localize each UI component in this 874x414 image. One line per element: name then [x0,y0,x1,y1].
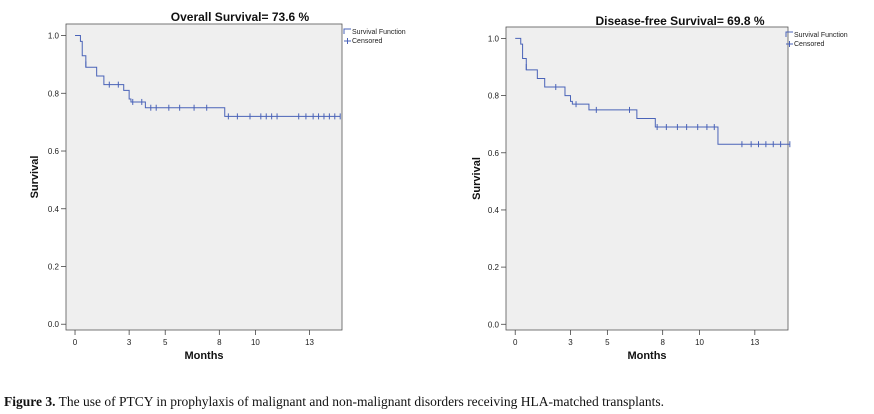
y-tick-label: 0.0 [48,320,60,329]
x-tick-label: 5 [163,338,168,347]
x-tick-label: 13 [305,338,314,347]
x-tick-label: 3 [568,338,573,347]
y-tick-label: 0.0 [488,320,500,329]
x-tick-label: 10 [695,338,704,347]
plot-area [505,26,789,331]
x-tick-label: 10 [251,338,260,347]
survival-function-line [75,35,341,117]
x-tick-label: 0 [73,338,78,347]
survival-charts: Overall Survival= 73.6 % 0.0 0.2 0.4 0.6 0.8 1… [29,10,848,362]
x-tick-label: 3 [127,338,132,347]
x-tick-label: 0 [513,338,518,347]
x-tick-label: 5 [605,338,610,347]
chart-title: Overall Survival= 73.6 % [171,10,310,24]
y-tick-label: 0.2 [48,262,60,271]
figure-label: Figure 3. [4,394,56,409]
y-axis-label: Survival [29,156,41,199]
x-axis-label: Months [184,350,223,362]
figure-caption-text: The use of PTCY in prophylaxis of malign… [55,394,664,409]
chart-title: Disease-free Survival= 69.8 % [595,14,764,28]
y-tick-label: 1.0 [48,32,60,41]
figure-caption: Figure 3. The use of PTCY in prophylaxis… [4,394,870,410]
y-tick-label: 0.4 [48,205,60,214]
legend-step-symbol [785,31,793,37]
plot-area [65,23,343,331]
x-axis-label: Months [627,350,666,362]
chart-2: Disease-free Survival= 69.8 % 0.0 0.2 0.4 0.… [471,14,848,362]
y-tick-label: 0.8 [488,92,500,101]
legend-label-censored: Censored [794,41,824,48]
y-tick-label: 0.4 [488,206,500,215]
chart-1: Overall Survival= 73.6 % 0.0 0.2 0.4 0.6 0.8 1… [29,10,406,362]
legend-label-censored: Censored [352,38,382,45]
x-tick-label: 8 [217,338,222,347]
y-tick-label: 1.0 [488,34,500,43]
y-tick-label: 0.6 [488,149,500,158]
legend-step-symbol [343,28,351,34]
x-tick-label: 13 [750,338,759,347]
x-tick-label: 8 [660,338,665,347]
y-tick-label: 0.6 [48,147,60,156]
y-axis-label: Survival [471,157,483,200]
survival-function-line [515,37,790,145]
y-tick-label: 0.2 [488,263,500,272]
legend-label-survival: Survival Function [352,29,406,36]
y-tick-label: 0.8 [48,89,60,98]
legend-label-survival: Survival Function [794,32,848,39]
